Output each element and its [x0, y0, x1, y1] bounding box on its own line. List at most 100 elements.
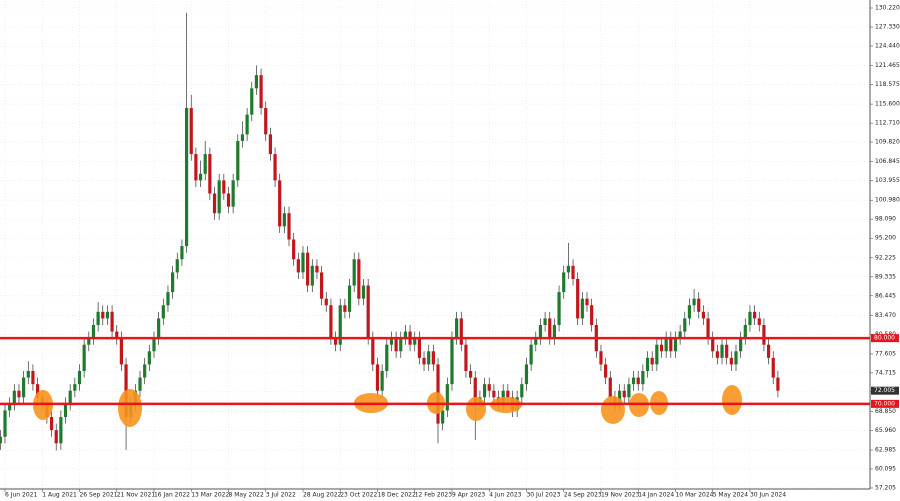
candle-body	[147, 351, 151, 365]
level-label: 80.000	[874, 335, 895, 342]
candle-body	[413, 338, 417, 345]
candle-body	[105, 311, 110, 319]
candle-body	[455, 318, 459, 339]
candle-body	[753, 311, 757, 319]
y-tick-label: 118.575	[875, 81, 900, 88]
candle-body	[441, 410, 445, 424]
candle-body	[380, 371, 384, 391]
candle-body	[287, 213, 291, 240]
candle-body	[687, 305, 692, 319]
candle-body	[450, 338, 454, 385]
x-tick-label: 21 Nov 2021	[117, 492, 156, 499]
candle-body	[203, 154, 207, 174]
candle-body	[748, 311, 752, 325]
candle-body	[259, 75, 263, 109]
candle-body	[175, 259, 179, 273]
y-tick-label: 65.960	[875, 427, 896, 434]
candle-body	[459, 318, 463, 345]
candle-body	[622, 390, 626, 398]
level-tag	[871, 399, 899, 408]
candle-body	[576, 278, 580, 319]
candle-body	[706, 318, 710, 339]
candle-body	[394, 338, 398, 352]
candle-body	[347, 285, 352, 312]
candle-body	[49, 417, 54, 431]
y-tick-label: 68.850	[875, 408, 896, 415]
candle-body	[608, 377, 612, 398]
candle-body	[236, 140, 240, 181]
candle-body	[333, 338, 338, 345]
candle-body	[725, 344, 729, 358]
candle-body	[268, 134, 272, 155]
x-tick-label: 24 Sep 2023	[564, 492, 602, 499]
x-tick-label: 26 Sep 2021	[79, 492, 117, 499]
candle-body	[250, 88, 254, 115]
overlay	[0, 336, 870, 406]
level-label: 70.000	[874, 400, 895, 407]
candle-body	[282, 213, 286, 227]
candle-body	[222, 180, 226, 194]
y-tick-label: 98.090	[875, 216, 896, 223]
candle-body	[157, 318, 161, 339]
candle-body	[757, 318, 761, 325]
y-tick-label: 115.600	[875, 101, 900, 108]
y-tick-label: 100.980	[875, 197, 900, 204]
y-tick-label: 83.470	[875, 312, 896, 319]
candle-body	[371, 338, 375, 365]
candle-body	[487, 384, 491, 391]
x-tick-label: 14 Jan 2024	[638, 492, 674, 499]
candle-body	[375, 364, 380, 391]
x-tick-label: 5 May 2024	[713, 492, 748, 499]
y-tick-label: 103.955	[875, 177, 900, 184]
candle-body	[254, 75, 259, 89]
candle-body	[641, 371, 645, 385]
candle-body	[0, 436, 2, 444]
candle-body	[720, 344, 724, 358]
candle-body	[110, 311, 114, 332]
candle-body	[31, 371, 35, 385]
candle-body	[627, 384, 631, 398]
y-tick-label: 74.715	[875, 369, 896, 376]
candle-body	[338, 305, 342, 345]
candle-body	[352, 259, 356, 286]
candle-body	[194, 154, 198, 181]
candle-body	[701, 311, 705, 319]
candle-body	[184, 108, 189, 247]
y-tick-label: 124.440	[875, 42, 900, 49]
candle-body	[552, 324, 557, 339]
x-tick-label: 28 Aug 2022	[303, 492, 342, 499]
highlight	[466, 397, 486, 421]
candle-body	[543, 318, 547, 325]
candle-body	[538, 324, 543, 339]
candle-body	[217, 180, 221, 214]
candle-body	[524, 364, 529, 385]
candle-body	[664, 338, 668, 352]
candle-body	[208, 154, 212, 194]
candle-body	[604, 364, 608, 378]
highlight	[601, 396, 625, 424]
candle-body	[697, 298, 701, 312]
candle-body	[12, 390, 16, 404]
candle-body	[226, 193, 231, 207]
candle-body	[659, 344, 664, 352]
candle-body	[557, 292, 561, 325]
x-tick-label: 8 May 2022	[228, 492, 263, 499]
candle-body	[766, 344, 771, 358]
candle-body	[711, 338, 715, 352]
candle-body	[361, 285, 366, 299]
candle-body	[59, 417, 63, 444]
x-tick-label: 23 Oct 2022	[340, 492, 377, 499]
candle-body	[776, 377, 780, 391]
candle-body	[645, 357, 650, 372]
y-tick-label: 130.220	[875, 5, 900, 12]
y-tick-label: 77.605	[875, 350, 896, 357]
candle-body	[245, 114, 249, 135]
candle-body	[22, 377, 26, 398]
candle-body	[35, 384, 40, 398]
candle-body	[464, 344, 468, 372]
candle-body	[389, 338, 394, 345]
y-tick-label: 127.330	[875, 23, 900, 30]
candle-body	[617, 390, 622, 404]
